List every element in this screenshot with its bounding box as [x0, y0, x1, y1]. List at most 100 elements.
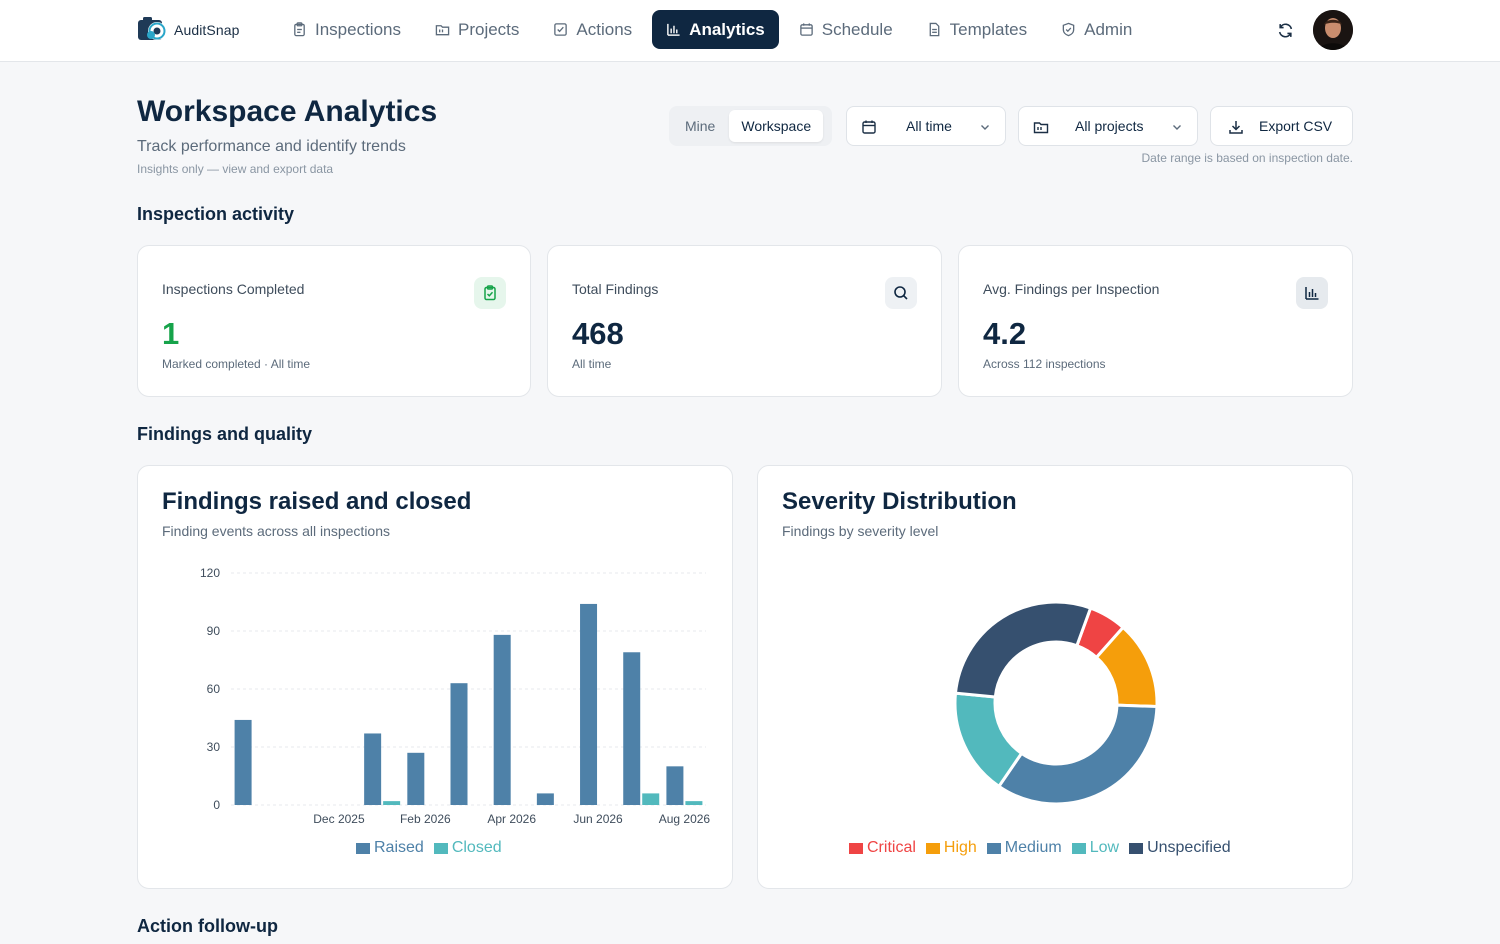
stat-footnote: Marked completed · All time — [162, 357, 311, 371]
scope-workspace-button[interactable]: Workspace — [729, 110, 824, 142]
y-tick-label: 0 — [213, 798, 220, 812]
legend-item-unspecified[interactable]: Unspecified — [1129, 839, 1231, 857]
chart-title: Severity Distribution — [782, 488, 1017, 515]
bar-raised-0[interactable] — [234, 719, 252, 805]
time-range-select[interactable]: All time — [846, 106, 1006, 146]
stat-label: Total Findings — [572, 281, 659, 297]
time-range-value: All time — [906, 118, 952, 134]
legend-swatch — [986, 842, 1001, 854]
bar-closed-3[interactable] — [383, 801, 401, 805]
chevron-down-icon — [1173, 125, 1181, 130]
nav-item-analytics[interactable]: Analytics — [652, 10, 779, 49]
nav-item-label: Inspections — [315, 19, 401, 39]
chevron-down-icon — [981, 125, 989, 130]
folder-icon — [1033, 122, 1049, 134]
legend-item-critical[interactable]: Critical — [849, 839, 916, 857]
legend-label: Low — [1089, 839, 1120, 856]
x-tick-label: Apr 2026 — [487, 812, 536, 826]
nav-item-schedule[interactable]: Schedule — [785, 10, 907, 49]
bar-closed-10[interactable] — [685, 801, 703, 805]
scope-mine-button[interactable]: Mine — [685, 118, 716, 134]
bar-raised-3[interactable] — [364, 733, 382, 805]
project-value: All projects — [1075, 118, 1144, 134]
folder-icon — [435, 25, 450, 36]
bar-raised-8[interactable] — [580, 603, 598, 805]
legend-item-raised[interactable]: Raised — [356, 839, 424, 857]
x-tick-label: Jun 2026 — [573, 812, 623, 826]
nav-item-inspections[interactable]: Inspections — [278, 10, 415, 49]
stat-label: Inspections Completed — [162, 281, 305, 297]
nav-item-templates[interactable]: Templates — [913, 10, 1041, 49]
stat-card-avg-findings: Avg. Findings per Inspection 4.2 Across … — [958, 245, 1353, 397]
legend-label: Medium — [1004, 839, 1062, 856]
legend-item-low[interactable]: Low — [1071, 839, 1120, 857]
project-select[interactable]: All projects — [1018, 106, 1198, 146]
slice-unspecified[interactable] — [953, 600, 1093, 699]
nav-item-admin[interactable]: Admin — [1047, 10, 1146, 49]
chart-subtitle: Finding events across all inspections — [162, 523, 391, 539]
nav-item-label: Schedule — [821, 19, 893, 39]
findings-chart-card: Findings raised and closed Finding event… — [137, 465, 733, 889]
nav-item-actions[interactable]: Actions — [539, 10, 646, 49]
x-tick-label: Feb 2026 — [400, 812, 451, 826]
scope-toggle: Mine Workspace — [669, 106, 832, 146]
user-avatar[interactable] — [1313, 10, 1353, 50]
legend-label: Unspecified — [1147, 839, 1231, 856]
nav-item-label: Analytics — [689, 19, 765, 39]
user-photo-icon — [1313, 10, 1353, 50]
severity-donut-chart — [953, 600, 1159, 806]
bar-raised-10[interactable] — [666, 766, 684, 805]
legend-item-medium[interactable]: Medium — [986, 839, 1062, 857]
bar-raised-5[interactable] — [450, 683, 468, 805]
bar-raised-9[interactable] — [623, 652, 641, 805]
legend-item-high[interactable]: High — [925, 839, 977, 857]
y-tick-label: 60 — [207, 682, 221, 696]
stat-card-total-findings: Total Findings 468 All time — [547, 245, 942, 397]
stat-value: 1 — [162, 316, 180, 351]
legend-swatch — [1071, 842, 1086, 854]
stat-value: 4.2 — [983, 316, 1027, 351]
search-icon — [885, 277, 917, 309]
legend-item-closed[interactable]: Closed — [433, 839, 502, 857]
section-title-actions: Action follow-up — [137, 916, 278, 936]
severity-chart-card: Severity Distribution Findings by severi… — [757, 465, 1353, 889]
legend-label: Raised — [374, 839, 424, 856]
page-note: Insights only — view and export data — [137, 162, 334, 176]
bar-raised-7[interactable] — [536, 793, 554, 805]
stat-footnote: All time — [572, 357, 612, 371]
export-csv-label: Export CSV — [1259, 118, 1333, 134]
chart-subtitle: Findings by severity level — [782, 523, 939, 539]
legend-label: Critical — [867, 839, 916, 856]
stat-label: Avg. Findings per Inspection — [983, 281, 1160, 297]
export-csv-button[interactable]: Export CSV — [1210, 106, 1353, 146]
bar-chart-legend: Raised Closed — [356, 839, 502, 857]
bar-chart-icon — [667, 23, 680, 36]
refresh-button[interactable] — [1272, 17, 1298, 43]
chart-title: Findings raised and closed — [162, 488, 472, 515]
nav-item-label: Actions — [576, 19, 633, 39]
slice-medium[interactable] — [996, 703, 1159, 806]
legend-swatch — [925, 842, 940, 854]
bar-raised-4[interactable] — [407, 752, 425, 805]
document-icon — [929, 22, 940, 37]
download-icon — [1229, 121, 1243, 134]
nav-item-projects[interactable]: Projects — [421, 10, 533, 49]
app-logo[interactable]: AuditSnap — [137, 15, 240, 45]
bar-raised-6[interactable] — [493, 634, 511, 805]
bar-closed-9[interactable] — [642, 793, 660, 805]
legend-swatch — [1129, 842, 1144, 854]
y-tick-label: 120 — [200, 566, 220, 580]
date-range-note: Date range is based on inspection date. — [1141, 151, 1353, 165]
legend-label: High — [943, 839, 977, 856]
app-name: AuditSnap — [174, 22, 240, 38]
stat-card-inspections-completed: Inspections Completed 1 Marked completed… — [137, 245, 531, 397]
camera-logo-icon — [137, 16, 171, 44]
x-tick-label: Aug 2026 — [659, 812, 711, 826]
legend-swatch — [356, 842, 370, 854]
top-nav-bar: AuditSnap Inspections Projects Actions A… — [0, 0, 1500, 62]
calendar-icon — [799, 23, 813, 36]
main-nav: Inspections Projects Actions Analytics S… — [278, 10, 1146, 50]
page-subtitle: Track performance and identify trends — [137, 138, 406, 155]
y-tick-label: 30 — [207, 740, 221, 754]
nav-item-label: Admin — [1084, 19, 1133, 39]
